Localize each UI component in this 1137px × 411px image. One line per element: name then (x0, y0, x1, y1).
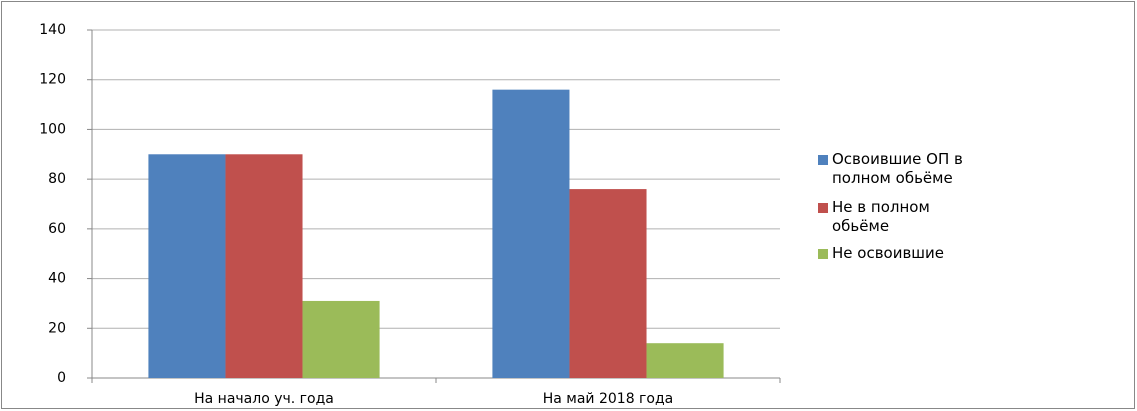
bar (302, 300, 380, 378)
bar (225, 154, 303, 378)
bar (492, 89, 570, 379)
y-tick-label: 120 (39, 72, 66, 88)
y-tick-label: 60 (48, 221, 66, 237)
legend-swatch (818, 203, 828, 213)
legend-label: Не в полном обьёме (832, 198, 930, 235)
legend-label: Освоившие ОП в полном обьёме (832, 150, 963, 187)
legend-swatch (818, 249, 828, 259)
legend-item: Не в полном обьёме (818, 198, 988, 236)
y-tick-label: 0 (57, 370, 66, 386)
bar (646, 343, 724, 378)
legend-swatch (818, 155, 828, 165)
legend-label: Не освоившие (832, 244, 945, 262)
y-tick-label: 100 (39, 121, 66, 137)
y-tick-label: 140 (39, 22, 66, 38)
bar (148, 154, 226, 378)
x-tick-label: На начало уч. года (194, 391, 334, 407)
y-tick-label: 40 (48, 271, 66, 287)
x-tick-label: На май 2018 года (543, 391, 674, 407)
legend-item: Не освоившие (818, 244, 988, 263)
legend-item: Освоившие ОП в полном обьёме (818, 150, 988, 188)
bar (569, 189, 647, 378)
y-tick-label: 20 (48, 320, 66, 336)
y-tick-label: 80 (48, 171, 66, 187)
